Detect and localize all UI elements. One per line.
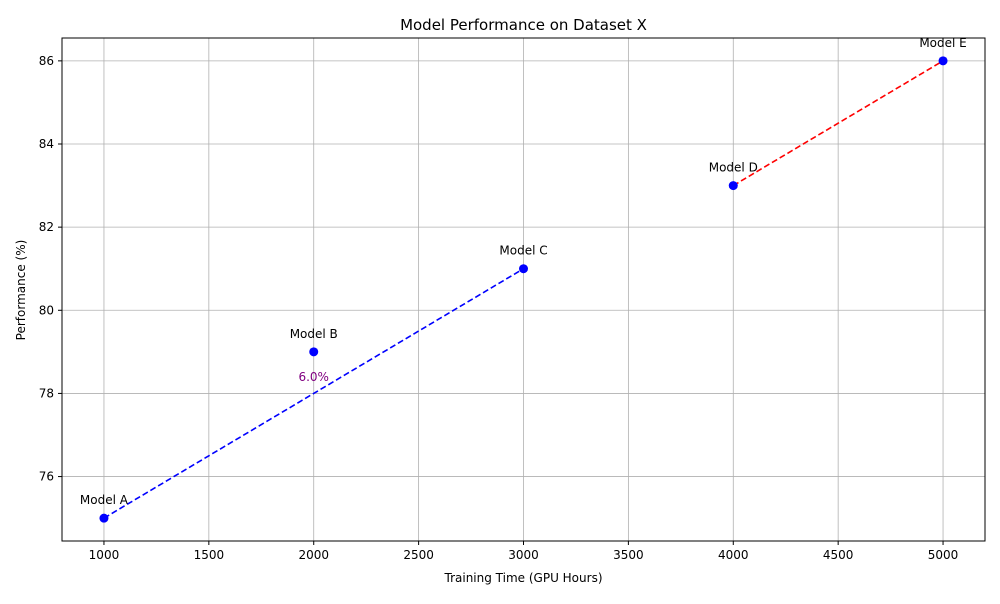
series: Model A Model B Model C Model D Model E 6.0% bbox=[80, 36, 967, 523]
data-point bbox=[519, 264, 528, 274]
x-tick-label: 3500 bbox=[613, 548, 644, 562]
y-tick-label: 76 bbox=[39, 470, 54, 484]
point-label: Model E bbox=[919, 36, 966, 50]
x-tick-label: 4000 bbox=[718, 548, 749, 562]
x-axis-label: Training Time (GPU Hours) bbox=[444, 571, 603, 585]
x-tick-label: 5000 bbox=[928, 548, 959, 562]
trend-line bbox=[103, 268, 524, 519]
y-tick-label: 80 bbox=[39, 303, 54, 317]
data-point bbox=[728, 181, 738, 191]
point-label: Model C bbox=[499, 244, 547, 258]
x-tick-label: 1000 bbox=[89, 548, 120, 562]
data-point bbox=[938, 56, 948, 66]
y-tick-label: 78 bbox=[39, 386, 54, 400]
data-point bbox=[309, 347, 319, 357]
point-label: Model B bbox=[290, 327, 338, 341]
x-tick-label: 2000 bbox=[298, 548, 329, 562]
x-tick-label: 3000 bbox=[508, 548, 539, 562]
trend-line bbox=[732, 60, 944, 187]
y-tick-label: 82 bbox=[39, 220, 54, 234]
annotation-label: 6.0% bbox=[298, 370, 329, 384]
x-tick-label: 2500 bbox=[403, 548, 434, 562]
x-tick-label: 1500 bbox=[194, 548, 225, 562]
grid bbox=[62, 38, 985, 541]
point-label: Model D bbox=[709, 161, 758, 175]
y-tick-label: 84 bbox=[39, 137, 54, 151]
axes: 1000 1500 2000 2500 3000 3500 4000 4500 5000 76 78… bbox=[39, 54, 959, 562]
x-tick-label: 4500 bbox=[823, 548, 854, 562]
y-tick-label: 86 bbox=[39, 54, 54, 68]
y-axis-label: Performance (%) bbox=[14, 240, 28, 341]
chart-title: Model Performance on Dataset X bbox=[400, 16, 647, 34]
data-point bbox=[99, 513, 109, 523]
point-label: Model A bbox=[80, 493, 129, 507]
